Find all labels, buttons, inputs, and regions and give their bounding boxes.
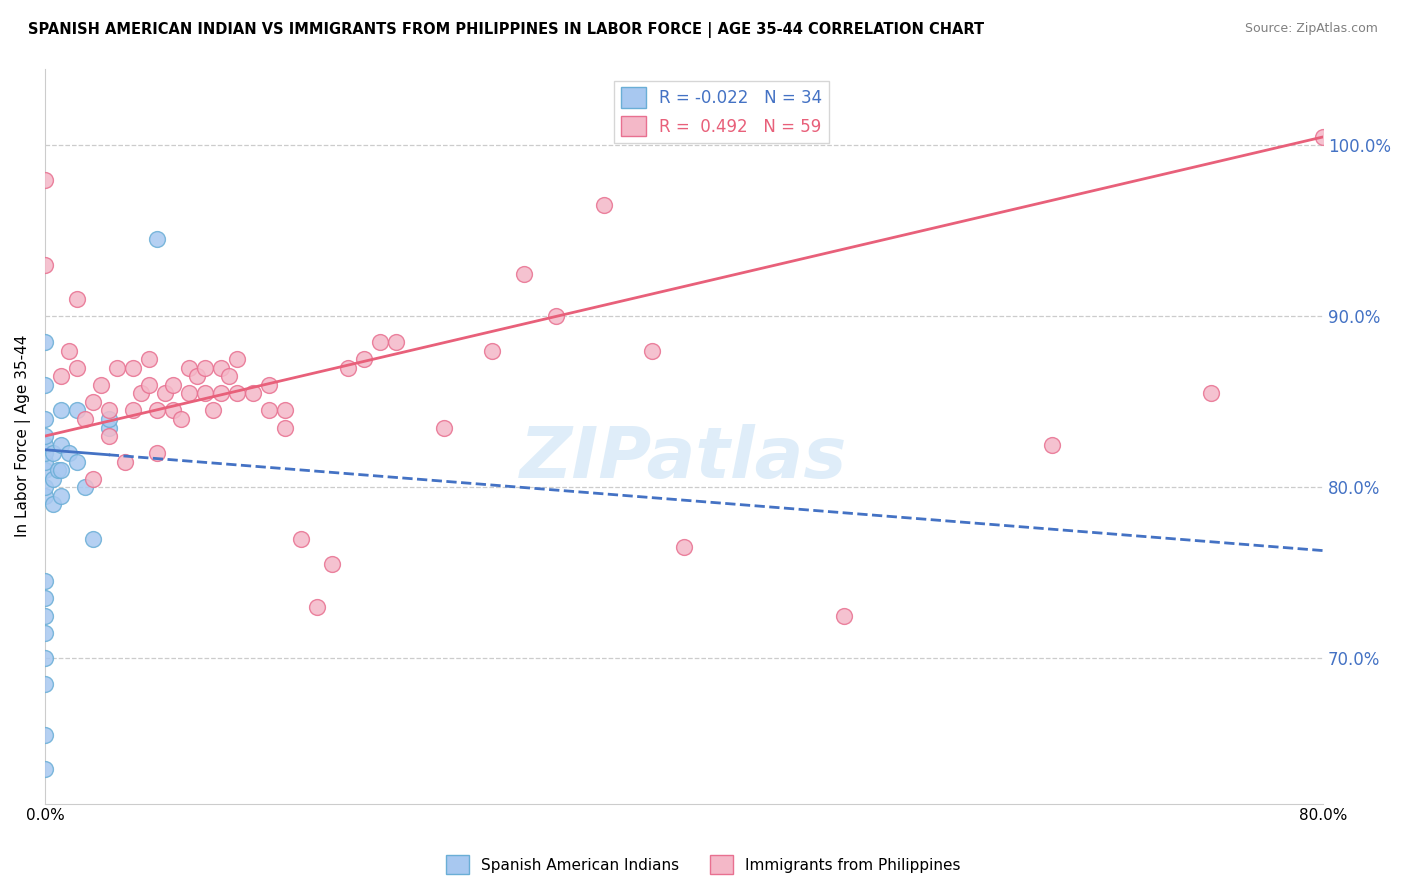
Point <box>97 429 120 443</box>
Point <box>593 198 616 212</box>
Point <box>672 540 695 554</box>
Point <box>321 558 343 572</box>
Text: ZIPatlas: ZIPatlas <box>520 424 848 492</box>
Point <box>34 480 56 494</box>
Point <box>153 386 176 401</box>
Point <box>138 352 160 367</box>
Point <box>66 455 89 469</box>
Point <box>641 343 664 358</box>
Point <box>257 377 280 392</box>
Point <box>49 437 72 451</box>
Legend: R = -0.022   N = 34, R =  0.492   N = 59: R = -0.022 N = 34, R = 0.492 N = 59 <box>614 80 830 143</box>
Point <box>114 455 136 469</box>
Point <box>186 369 208 384</box>
Point <box>162 377 184 392</box>
Point <box>42 446 65 460</box>
Point <box>34 446 56 460</box>
Point <box>34 625 56 640</box>
Point <box>66 403 89 417</box>
Point <box>225 386 247 401</box>
Legend: Spanish American Indians, Immigrants from Philippines: Spanish American Indians, Immigrants fro… <box>440 849 966 880</box>
Point <box>194 360 217 375</box>
Point <box>42 472 65 486</box>
Point <box>66 293 89 307</box>
Point <box>34 172 56 186</box>
Point <box>225 352 247 367</box>
Text: SPANISH AMERICAN INDIAN VS IMMIGRANTS FROM PHILIPPINES IN LABOR FORCE | AGE 35-4: SPANISH AMERICAN INDIAN VS IMMIGRANTS FR… <box>28 22 984 38</box>
Point <box>66 360 89 375</box>
Point <box>49 463 72 477</box>
Point <box>209 386 232 401</box>
Point <box>194 386 217 401</box>
Point <box>73 480 96 494</box>
Point <box>353 352 375 367</box>
Point <box>34 591 56 606</box>
Point <box>82 532 104 546</box>
Point <box>177 386 200 401</box>
Point <box>433 420 456 434</box>
Point <box>49 403 72 417</box>
Point <box>121 360 143 375</box>
Point <box>145 446 167 460</box>
Point <box>273 403 295 417</box>
Text: Source: ZipAtlas.com: Source: ZipAtlas.com <box>1244 22 1378 36</box>
Point <box>201 403 224 417</box>
Point <box>49 489 72 503</box>
Point <box>385 334 408 349</box>
Point <box>34 463 56 477</box>
Point <box>34 437 56 451</box>
Point <box>832 608 855 623</box>
Point <box>1201 386 1223 401</box>
Point <box>34 489 56 503</box>
Point <box>34 377 56 392</box>
Point <box>129 386 152 401</box>
Point <box>337 360 360 375</box>
Point <box>138 377 160 392</box>
Point <box>121 403 143 417</box>
Point <box>34 763 56 777</box>
Point <box>82 395 104 409</box>
Point <box>481 343 503 358</box>
Point <box>90 377 112 392</box>
Point <box>97 403 120 417</box>
Point <box>34 258 56 272</box>
Point <box>34 429 56 443</box>
Point <box>34 455 56 469</box>
Point <box>34 574 56 589</box>
Point <box>1312 129 1334 144</box>
Point <box>82 472 104 486</box>
Point <box>97 412 120 426</box>
Point <box>58 343 80 358</box>
Point <box>49 369 72 384</box>
Point <box>177 360 200 375</box>
Point <box>105 360 128 375</box>
Point <box>257 403 280 417</box>
Point <box>546 310 568 324</box>
Point <box>1040 437 1063 451</box>
Point <box>242 386 264 401</box>
Point <box>218 369 240 384</box>
Point <box>290 532 312 546</box>
Point <box>273 420 295 434</box>
Point <box>46 463 69 477</box>
Point <box>34 412 56 426</box>
Y-axis label: In Labor Force | Age 35-44: In Labor Force | Age 35-44 <box>15 334 31 537</box>
Point <box>170 412 193 426</box>
Point <box>209 360 232 375</box>
Point <box>162 403 184 417</box>
Point <box>97 420 120 434</box>
Point <box>145 232 167 246</box>
Point <box>34 608 56 623</box>
Point <box>34 651 56 665</box>
Point <box>58 446 80 460</box>
Point <box>34 334 56 349</box>
Point <box>34 677 56 691</box>
Point <box>145 403 167 417</box>
Point <box>34 728 56 742</box>
Point <box>42 498 65 512</box>
Point <box>370 334 392 349</box>
Point <box>73 412 96 426</box>
Point <box>513 267 536 281</box>
Point <box>305 600 328 615</box>
